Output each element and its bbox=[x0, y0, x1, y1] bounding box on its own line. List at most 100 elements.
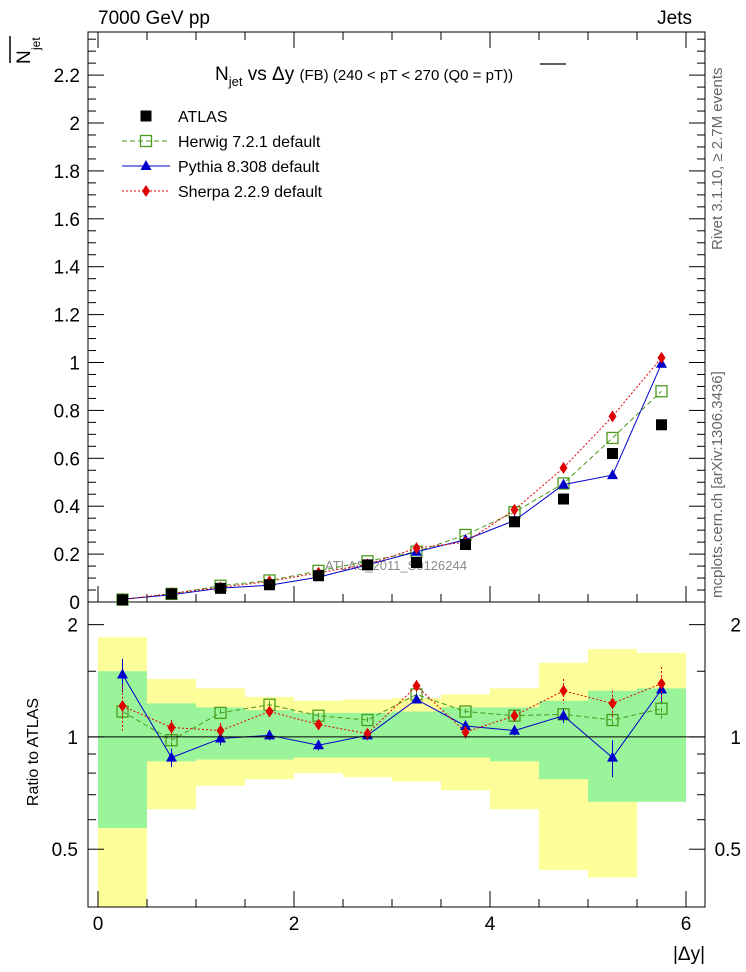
ratio-tick-label: 1 bbox=[67, 728, 78, 749]
data-marker bbox=[215, 582, 226, 594]
top-line bbox=[122, 363, 662, 600]
ylabel-n: N bbox=[14, 50, 35, 64]
band-inner bbox=[392, 711, 441, 758]
legend-label: Pythia 8.308 default bbox=[178, 159, 320, 176]
data-marker bbox=[558, 493, 569, 505]
ratio-marker bbox=[607, 751, 618, 762]
data-marker bbox=[264, 579, 275, 591]
ratio-marker bbox=[167, 721, 176, 734]
legend-marker bbox=[140, 110, 152, 122]
ratio-line bbox=[122, 693, 662, 741]
title-over: pT bbox=[486, 67, 504, 84]
ratio-tick-label: 0.5 bbox=[52, 840, 78, 861]
legend-marker bbox=[139, 134, 153, 148]
data-marker bbox=[509, 516, 520, 528]
ratio-tick-label-right: 0.5 bbox=[715, 840, 741, 861]
top-marker bbox=[608, 410, 617, 423]
band-inner bbox=[637, 688, 686, 802]
ratio-marker bbox=[655, 702, 668, 715]
band-inner bbox=[98, 671, 147, 828]
y-tick-label: 1.2 bbox=[54, 306, 80, 327]
ratio-marker bbox=[216, 724, 225, 737]
top-marker bbox=[655, 385, 668, 398]
data-marker bbox=[117, 594, 128, 606]
ratio-marker bbox=[657, 677, 666, 690]
title-n: N bbox=[215, 64, 229, 85]
ratio-marker bbox=[314, 718, 323, 731]
top-marker bbox=[412, 542, 421, 555]
top-marker bbox=[657, 351, 666, 364]
data-marker bbox=[362, 559, 373, 571]
y-tick-label: 1.4 bbox=[54, 258, 81, 279]
legend-marker bbox=[140, 160, 152, 170]
y-tick-label: 1.8 bbox=[54, 162, 80, 183]
y-tick-label: 0 bbox=[69, 593, 80, 614]
top-marker bbox=[607, 469, 618, 480]
plot-title: Njet vs Δy (FB) (240 < pT < 270 (Q0 = pT… bbox=[215, 63, 566, 89]
energy-label: 7000 GeV pp bbox=[98, 8, 210, 29]
ratio-marker bbox=[459, 705, 472, 718]
ratio-marker bbox=[559, 684, 568, 697]
top-marker bbox=[558, 478, 569, 489]
ratio-line bbox=[122, 683, 662, 735]
ylabel-n-sub: jet bbox=[29, 37, 43, 51]
top-marker bbox=[510, 503, 519, 516]
ratio-marker bbox=[510, 709, 519, 722]
ratio-marker bbox=[509, 724, 520, 735]
mcplots-label: mcplots.cern.ch [arXiv:1306.3436] bbox=[709, 371, 726, 598]
data-marker bbox=[166, 588, 177, 600]
title-small: (FB) (240 < pT < 270 (Q0 = bbox=[300, 67, 486, 84]
title-sub: jet bbox=[228, 74, 243, 89]
top-marker bbox=[559, 461, 568, 474]
ratio-marker bbox=[265, 705, 274, 718]
ratio-marker bbox=[411, 693, 422, 704]
ratio-marker bbox=[214, 706, 227, 720]
ratio-marker bbox=[412, 679, 421, 692]
y-tick-label: 1 bbox=[69, 354, 80, 375]
rivet-label: Rivet 3.1.10, ≥ 2.7M events bbox=[709, 68, 726, 251]
axes: 0 0.2 0.4 0.6 0.8 1 1.2 1.4 1.6 1.8 2 2.2 0.5 0.5 1 1 2 2… bbox=[52, 32, 741, 935]
data-marker bbox=[313, 570, 324, 582]
ratio-marker bbox=[117, 668, 128, 679]
y-tick-label: 1.6 bbox=[54, 210, 80, 231]
ratio-marker bbox=[165, 734, 178, 747]
legend-label: Sherpa 2.2.9 default bbox=[178, 184, 323, 201]
x-tick-label: 4 bbox=[485, 914, 496, 935]
top-line bbox=[122, 357, 662, 601]
x-tick-label: 6 bbox=[681, 914, 692, 935]
y-tick-label: 0.6 bbox=[54, 449, 80, 470]
data-marker bbox=[656, 419, 667, 431]
top-marker bbox=[606, 431, 619, 445]
ratio-marker bbox=[461, 726, 470, 739]
data-marker bbox=[460, 539, 471, 551]
y-tick-label: 2.2 bbox=[54, 66, 80, 87]
ratio-ylabel: Ratio to ATLAS bbox=[25, 698, 42, 806]
top-ylabel: N jet bbox=[9, 36, 43, 64]
legend-label: ATLAS bbox=[178, 109, 228, 126]
x-axis-label: |Δy| bbox=[673, 944, 705, 965]
top-series bbox=[116, 351, 668, 606]
x-tick-label: 2 bbox=[289, 914, 300, 935]
y-tick-label: 2 bbox=[69, 114, 80, 135]
analysis-watermark: ATLAS_2011_S9126244 bbox=[325, 558, 467, 573]
ratio-plot-frame bbox=[87, 601, 706, 908]
ratio-marker bbox=[166, 751, 177, 762]
legend: ATLAS Herwig 7.2.1 default Pythia 8.308 de… bbox=[122, 109, 323, 201]
svg-text:Njet vs Δy (FB) (240 < pT < 27: Njet vs Δy (FB) (240 < pT < 270 (Q0 = pT… bbox=[215, 64, 513, 89]
y-tick-label: 0.8 bbox=[54, 401, 80, 422]
ratio-line bbox=[122, 674, 662, 759]
ratio-tick-label-right: 2 bbox=[730, 616, 741, 637]
ratio-marker bbox=[313, 739, 324, 750]
legend-label: Herwig 7.2.1 default bbox=[178, 134, 321, 151]
ratio-marker bbox=[608, 697, 617, 710]
title-end: )) bbox=[503, 67, 513, 84]
legend-marker bbox=[142, 185, 150, 197]
ratio-marker bbox=[558, 709, 569, 720]
ratio-marker bbox=[215, 732, 226, 743]
y-tick-label: 0.2 bbox=[54, 545, 80, 566]
uncertainty-bands bbox=[98, 637, 686, 907]
x-tick-label: 0 bbox=[93, 914, 104, 935]
ratio-tick-label-right: 1 bbox=[730, 728, 741, 749]
process-label: Jets bbox=[657, 8, 692, 29]
